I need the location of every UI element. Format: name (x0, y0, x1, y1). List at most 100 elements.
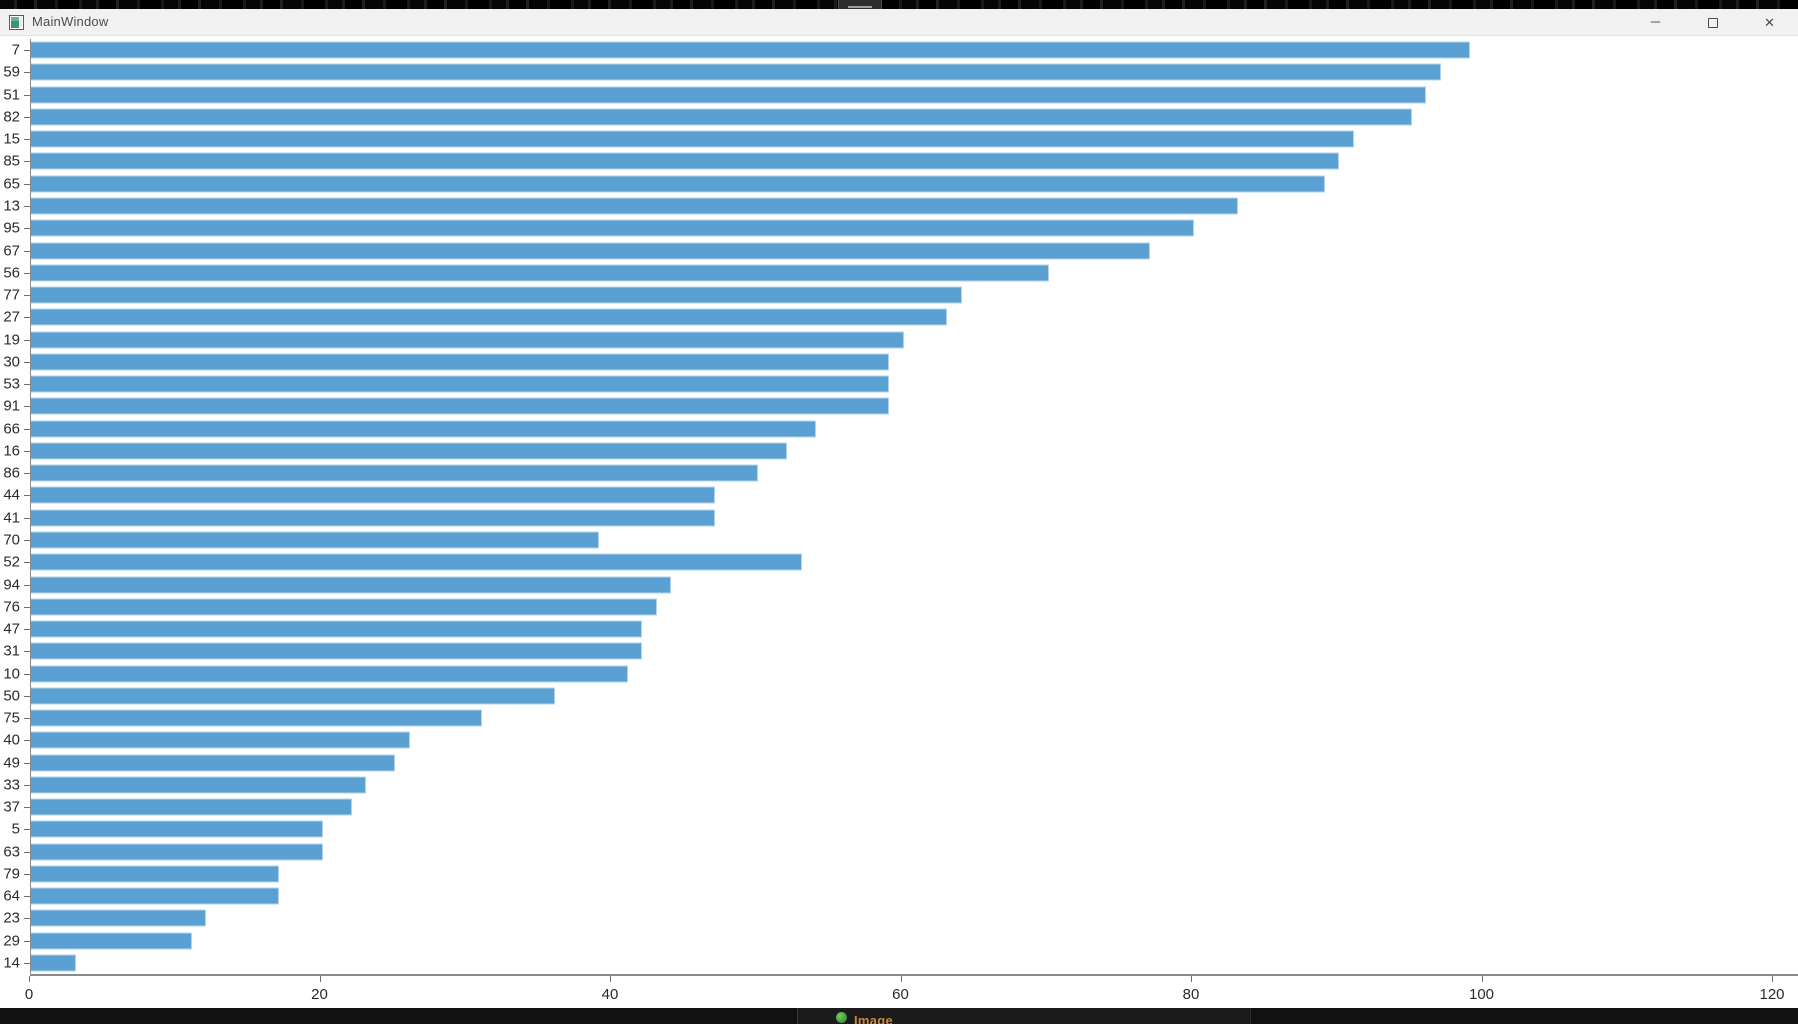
y-tick-label: 7 (11, 41, 20, 59)
y-tick-mark (24, 428, 30, 430)
y-tick-mark (24, 584, 30, 586)
y-tick-mark (24, 896, 30, 898)
y-tick-mark (24, 450, 30, 452)
close-button[interactable]: ✕ (1741, 9, 1798, 36)
bar (31, 354, 888, 370)
chart-row: 14 (0, 952, 1798, 974)
y-tick-label: 27 (3, 308, 20, 326)
y-tick-label: 76 (3, 598, 20, 616)
y-tick-mark (24, 718, 30, 720)
bar (31, 243, 1150, 259)
chart-row: 70 (0, 529, 1798, 551)
y-tick-mark (24, 250, 30, 252)
x-tick-mark (1772, 976, 1773, 982)
y-tick-mark (24, 784, 30, 786)
chart-row: 13 (0, 195, 1798, 217)
y-tick-mark (24, 406, 30, 408)
x-tick-mark (1191, 976, 1192, 982)
bar (31, 443, 787, 459)
chart-row: 76 (0, 596, 1798, 618)
y-tick-mark (24, 539, 30, 541)
x-tick-label: 60 (892, 986, 909, 1003)
y-tick-mark (24, 673, 30, 675)
y-tick-mark (24, 183, 30, 185)
app-window-icon (9, 15, 24, 30)
x-tick-label: 0 (24, 986, 34, 1003)
chart-row: 16 (0, 440, 1798, 462)
bar (31, 910, 206, 926)
bar (31, 153, 1339, 169)
maximize-icon (1707, 17, 1718, 28)
y-tick-mark (24, 72, 30, 74)
y-tick-label: 49 (3, 754, 20, 772)
bar (31, 42, 1469, 58)
y-tick-mark (24, 339, 30, 341)
bar (31, 955, 75, 971)
chart-row: 27 (0, 306, 1798, 328)
y-tick-mark (24, 295, 30, 297)
x-tick-label: 80 (1182, 986, 1200, 1003)
x-tick-mark (1481, 976, 1483, 982)
minimize-button[interactable]: ─ (1627, 9, 1684, 36)
bar (31, 755, 395, 771)
y-tick-mark (24, 50, 30, 52)
handle-line (848, 6, 872, 8)
y-tick-label: 15 (3, 130, 20, 148)
chart-row: 63 (0, 841, 1798, 863)
y-tick-label: 23 (3, 909, 20, 927)
chart-row: 49 (0, 752, 1798, 774)
y-tick-label: 29 (3, 932, 20, 950)
y-tick-mark (24, 606, 30, 608)
bar (31, 933, 191, 949)
bar (31, 421, 816, 437)
y-tick-label: 37 (3, 798, 20, 816)
bar (31, 176, 1324, 192)
bar (31, 554, 801, 570)
chart-row: 19 (0, 328, 1798, 350)
screen-bottom-taskbar-strip: Image (0, 1008, 1798, 1024)
y-tick-mark (24, 228, 30, 230)
window-title: MainWindow (32, 14, 109, 29)
chart-row: 85 (0, 150, 1798, 172)
bar (31, 577, 671, 592)
y-tick-mark (24, 918, 30, 920)
chart-row: 52 (0, 551, 1798, 573)
y-tick-label: 91 (3, 397, 20, 415)
x-tick-label: 20 (311, 986, 328, 1003)
chart-row: 29 (0, 930, 1798, 952)
chart-row: 10 (0, 662, 1798, 684)
taskbar-item[interactable]: Image (836, 1010, 893, 1024)
y-tick-mark (24, 963, 30, 965)
y-tick-mark (24, 762, 30, 764)
y-tick-label: 75 (3, 709, 20, 727)
chart-row: 64 (0, 885, 1798, 907)
chart-row: 40 (0, 729, 1798, 751)
bar (31, 710, 482, 726)
y-tick-label: 95 (3, 219, 20, 237)
x-tick-label: 100 (1468, 986, 1495, 1003)
screen-top-strip (0, 0, 1798, 9)
x-tick-mark (29, 976, 30, 982)
chart-row: 95 (0, 217, 1798, 239)
bar (31, 398, 888, 414)
x-tick-label: 40 (601, 986, 619, 1003)
bar (31, 109, 1411, 125)
maximize-button[interactable] (1684, 9, 1741, 36)
y-tick-mark (24, 161, 30, 163)
y-tick-mark (24, 807, 30, 809)
y-tick-mark (24, 562, 30, 564)
y-tick-label: 5 (11, 820, 20, 838)
y-tick-mark (24, 740, 30, 742)
x-tick-mark (900, 976, 902, 982)
y-tick-label: 66 (3, 420, 20, 438)
chart-row: 50 (0, 685, 1798, 707)
y-tick-label: 82 (3, 108, 20, 126)
y-tick-label: 85 (3, 152, 20, 170)
y-tick-label: 56 (3, 264, 20, 282)
bar (31, 332, 903, 348)
y-tick-label: 94 (3, 576, 20, 593)
bar (31, 198, 1237, 214)
x-tick-mark (319, 976, 321, 982)
y-tick-label: 51 (3, 86, 20, 104)
y-tick-mark (24, 695, 30, 697)
